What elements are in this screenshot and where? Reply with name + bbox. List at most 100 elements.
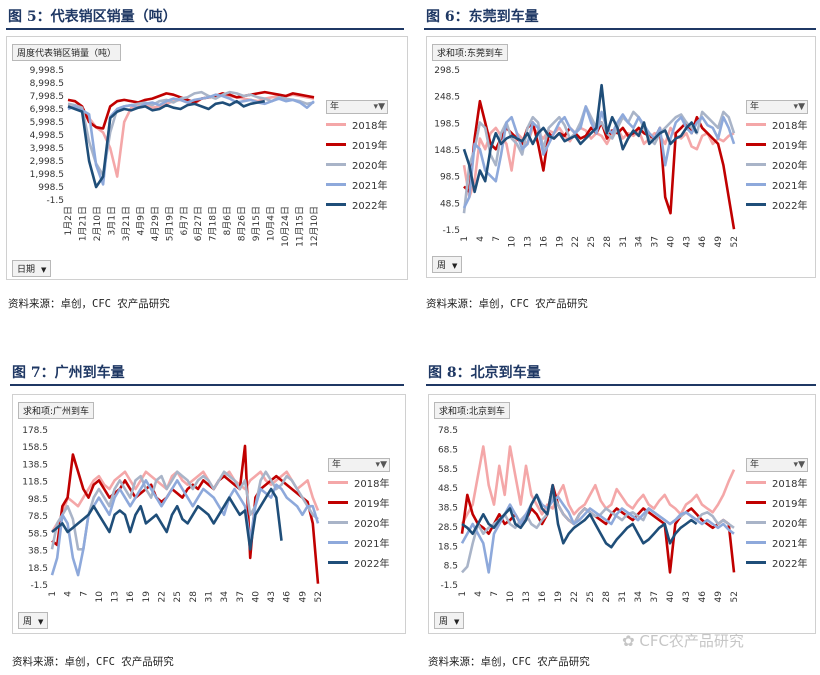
series-line xyxy=(460,493,735,574)
legend-item: 2019年 xyxy=(326,134,388,154)
x-tick-label: 25 xyxy=(173,591,183,602)
x-tick-label: 34 xyxy=(634,591,644,603)
legend-header-label: 年 xyxy=(330,102,340,112)
legend-item: 2020年 xyxy=(328,512,390,532)
legend-label: 2018年 xyxy=(352,120,388,132)
chart8-pivot-label[interactable]: 求和项:北京到车 xyxy=(434,402,511,419)
legend-label: 2019年 xyxy=(772,498,808,510)
x-tick-label: 52 xyxy=(314,591,324,602)
dropdown-arrow-icon: ▼ xyxy=(452,262,458,270)
x-tick-label: 46 xyxy=(698,236,708,248)
x-tick-label: 13 xyxy=(111,591,121,602)
y-tick-label: 298.5 xyxy=(434,66,460,76)
y-tick-label: 178.5 xyxy=(22,426,48,436)
x-tick-label: 25 xyxy=(587,236,597,247)
legend-swatch xyxy=(746,540,766,544)
chart5-legend-header[interactable]: 年 ▾▼ xyxy=(326,100,388,114)
legend-label: 2021年 xyxy=(772,538,808,550)
y-tick-label: 38.5 xyxy=(438,504,458,514)
legend-swatch xyxy=(326,162,346,166)
chart7-axis-field-button[interactable]: 周 ▼ xyxy=(18,612,49,629)
dropdown-arrow-icon: ▼ xyxy=(41,266,47,274)
watermark: ✿ CFC农产品研究 xyxy=(622,630,744,651)
x-tick-label: 49 xyxy=(714,591,724,603)
x-tick-label: 40 xyxy=(666,236,676,248)
legend-swatch xyxy=(746,202,766,206)
legend-header-label: 年 xyxy=(750,460,760,470)
series-line xyxy=(461,483,698,549)
legend-swatch xyxy=(746,520,766,524)
legend-label: 2022年 xyxy=(772,558,808,570)
filter-icon[interactable]: ▾▼ xyxy=(793,102,805,112)
chart5-frame xyxy=(6,36,408,280)
chart6-axis-field-button[interactable]: 周 ▼ xyxy=(432,256,463,273)
x-tick-label: 11月15日 xyxy=(295,206,306,247)
series-line xyxy=(462,126,735,199)
filter-icon[interactable]: ▾▼ xyxy=(793,460,805,470)
x-tick-label: 22 xyxy=(158,591,168,602)
chart5-pivot-label[interactable]: 周度代表销区销量（吨） xyxy=(12,44,122,61)
chart5-title-rule xyxy=(6,28,404,30)
legend-label: 2019年 xyxy=(352,140,388,152)
series-line xyxy=(462,83,699,194)
chart7-title-rule xyxy=(10,384,404,386)
chart7-pivot-label[interactable]: 求和项:广州到车 xyxy=(18,402,95,419)
legend-swatch xyxy=(326,122,346,126)
series-line xyxy=(67,99,266,189)
legend-swatch xyxy=(328,560,348,564)
legend-swatch xyxy=(326,142,346,146)
x-tick-label: 28 xyxy=(602,591,612,603)
legend-label: 2022年 xyxy=(772,200,808,212)
chart6-pivot-label[interactable]: 求和项:东莞到车 xyxy=(432,44,509,61)
legend-label: 2018年 xyxy=(354,478,390,490)
x-tick-label: 34 xyxy=(635,236,645,248)
x-tick-label: 37 xyxy=(651,236,661,247)
y-tick-label: 6,998.5 xyxy=(30,105,64,115)
legend-item: 2022年 xyxy=(746,194,808,214)
x-tick-label: 49 xyxy=(714,236,724,248)
chart6-title: 图 6：东莞到车量 xyxy=(426,9,539,25)
x-tick-label: 1 xyxy=(458,591,468,597)
chart8-axis-field-button[interactable]: 周 ▼ xyxy=(434,612,465,629)
x-tick-label: 1 xyxy=(460,236,470,242)
legend-label: 2020年 xyxy=(772,518,808,530)
x-tick-label: 19 xyxy=(554,591,564,603)
x-tick-label: 28 xyxy=(189,591,199,603)
filter-icon[interactable]: ▾▼ xyxy=(375,460,387,470)
x-tick-label: 12月10日 xyxy=(309,206,320,247)
legend-item: 2021年 xyxy=(326,174,388,194)
legend-swatch xyxy=(746,500,766,504)
legend-swatch xyxy=(746,122,766,126)
legend-swatch xyxy=(328,480,348,484)
x-tick-label: 28 xyxy=(603,236,613,248)
chart8-legend-header[interactable]: 年 ▾▼ xyxy=(746,458,808,472)
legend-item: 2019年 xyxy=(746,492,808,512)
chart7-legend-header[interactable]: 年 ▾▼ xyxy=(328,458,390,472)
series-line xyxy=(460,445,736,525)
legend-label: 2018年 xyxy=(772,120,808,132)
chart6-legend: 年 ▾▼ 2018年 2019年 2020年 2021年 2022年 xyxy=(746,100,808,214)
x-tick-label: 49 xyxy=(298,591,308,603)
y-tick-label: 1,998.5 xyxy=(30,170,64,180)
series-line xyxy=(51,487,283,551)
legend-item: 2018年 xyxy=(328,472,390,492)
x-tick-label: 13 xyxy=(524,236,534,247)
chart8-title: 图 8：北京到车量 xyxy=(428,365,541,381)
x-tick-label: 3月1日 xyxy=(106,206,117,235)
x-tick-label: 7 xyxy=(79,591,89,597)
legend-label: 2020年 xyxy=(352,160,388,172)
y-tick-label: 3,998.5 xyxy=(30,144,64,154)
chart6-legend-header[interactable]: 年 ▾▼ xyxy=(746,100,808,114)
x-tick-label: 43 xyxy=(682,591,692,602)
x-tick-label: 1月2日 xyxy=(63,206,74,235)
chart5-axis-field-button[interactable]: 日期 ▼ xyxy=(12,260,52,277)
y-tick-label: 58.5 xyxy=(28,529,48,539)
x-tick-label: 6月27日 xyxy=(193,206,204,241)
y-tick-label: 78.5 xyxy=(28,512,48,522)
axis-field-label: 周 xyxy=(437,261,447,271)
x-tick-label: 10 xyxy=(95,591,105,603)
y-tick-label: 98.5 xyxy=(28,495,48,505)
x-tick-label: 13 xyxy=(522,591,532,602)
legend-swatch xyxy=(746,142,766,146)
filter-icon[interactable]: ▾▼ xyxy=(373,102,385,112)
